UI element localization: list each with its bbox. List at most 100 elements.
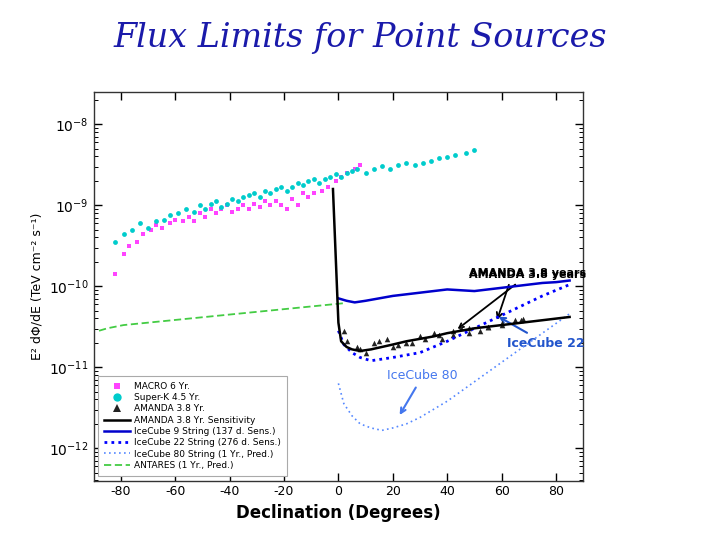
Point: [414, 332, 426, 341]
Point: [341, 168, 352, 177]
Point: [150, 221, 162, 230]
Point: [259, 197, 271, 205]
Point: [287, 194, 298, 203]
Point: [216, 202, 228, 211]
Point: [461, 148, 472, 157]
Point: [180, 205, 192, 214]
Point: [302, 193, 314, 201]
Point: [232, 197, 243, 205]
Point: [131, 237, 143, 246]
Point: [455, 324, 467, 333]
Point: [463, 324, 474, 333]
Point: [447, 327, 459, 335]
Point: [172, 209, 184, 218]
Point: [392, 160, 404, 169]
Point: [436, 334, 448, 343]
Text: IceCube 80: IceCube 80: [387, 369, 458, 413]
Point: [496, 318, 508, 327]
Point: [297, 180, 309, 190]
Point: [109, 237, 121, 246]
Point: [164, 219, 176, 227]
Point: [150, 217, 162, 226]
Y-axis label: E² dΦ/dE (TeV cm⁻² s⁻¹): E² dΦ/dE (TeV cm⁻² s⁻¹): [30, 213, 44, 360]
Point: [137, 230, 148, 238]
Point: [346, 167, 358, 176]
Point: [341, 337, 352, 346]
Point: [143, 224, 154, 232]
Point: [368, 165, 379, 173]
Point: [248, 199, 260, 208]
Point: [338, 327, 350, 335]
Point: [216, 205, 228, 214]
Point: [194, 209, 205, 218]
Point: [319, 175, 330, 184]
Point: [409, 160, 420, 169]
Point: [518, 314, 529, 323]
Point: [510, 316, 521, 325]
Point: [384, 165, 396, 173]
Point: [354, 160, 366, 169]
Point: [221, 199, 233, 208]
Point: [341, 168, 352, 177]
Point: [265, 189, 276, 198]
Point: [425, 156, 436, 165]
Point: [243, 205, 254, 214]
Point: [420, 334, 431, 343]
Point: [276, 201, 287, 210]
Point: [469, 146, 480, 154]
Point: [232, 205, 243, 214]
Point: [221, 201, 233, 210]
Text: Flux Limits for Point Sources: Flux Limits for Point Sources: [113, 22, 607, 53]
Legend: MACRO 6 Yr., Super-K 4.5 Yr., AMANDA 3.8 Yr., AMANDA 3.8 Yr. Sensitivity, IceCub: MACRO 6 Yr., Super-K 4.5 Yr., AMANDA 3.8…: [98, 376, 287, 476]
Point: [314, 178, 325, 187]
Point: [134, 219, 145, 227]
Point: [360, 168, 372, 177]
Point: [308, 175, 320, 184]
Point: [482, 322, 494, 331]
Point: [145, 225, 156, 234]
Point: [126, 225, 138, 234]
Point: [183, 213, 194, 221]
Point: [433, 330, 445, 339]
Point: [417, 159, 428, 167]
Point: [376, 162, 387, 171]
Point: [194, 201, 205, 210]
Point: [238, 201, 249, 210]
Text: AMANDA 3.8 years: AMANDA 3.8 years: [469, 268, 586, 279]
Text: AMANDA 3.8 years: AMANDA 3.8 years: [459, 270, 586, 328]
Point: [281, 186, 292, 195]
Point: [428, 329, 439, 338]
Point: [297, 189, 309, 198]
Point: [158, 215, 170, 224]
Point: [118, 249, 130, 258]
Point: [292, 201, 303, 210]
Point: [123, 241, 135, 250]
Point: [248, 189, 260, 198]
Point: [400, 159, 412, 167]
Point: [387, 343, 399, 352]
Point: [351, 343, 363, 352]
Point: [447, 330, 459, 339]
Point: [238, 193, 249, 201]
Point: [118, 230, 130, 238]
Point: [281, 205, 292, 214]
Point: [330, 177, 341, 185]
Point: [253, 193, 265, 201]
Point: [259, 186, 271, 195]
Point: [515, 316, 526, 325]
Point: [227, 207, 238, 216]
Point: [441, 152, 453, 161]
Point: [325, 173, 336, 181]
Point: [302, 177, 314, 185]
Point: [270, 185, 282, 193]
Point: [308, 189, 320, 198]
Point: [336, 173, 347, 181]
Point: [287, 183, 298, 192]
Point: [178, 217, 189, 226]
Point: [368, 339, 379, 347]
Point: [449, 151, 461, 159]
Point: [336, 173, 347, 181]
Point: [270, 197, 282, 205]
Point: [156, 224, 167, 232]
Point: [322, 183, 333, 192]
